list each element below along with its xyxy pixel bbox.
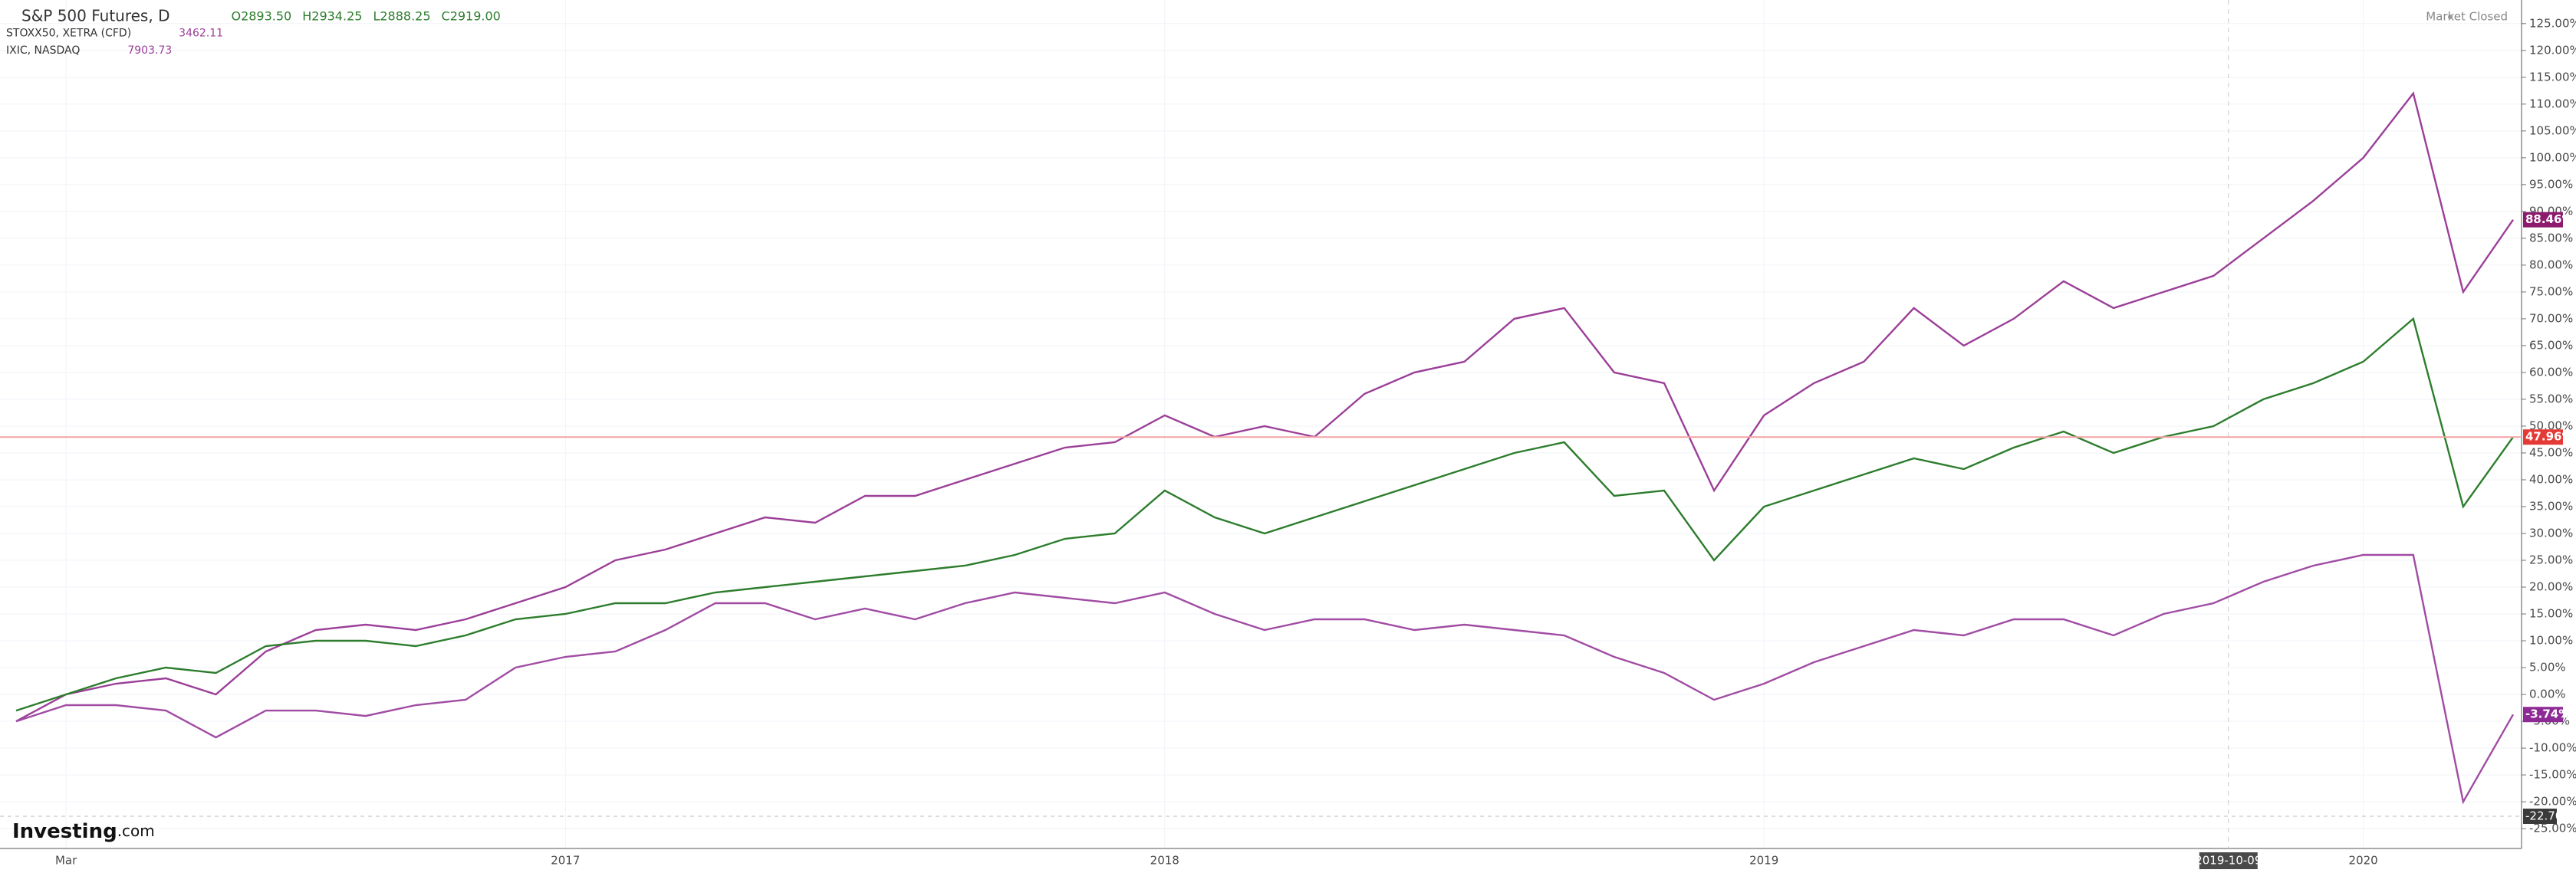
- y-tick-label: 115.00%: [2529, 70, 2576, 84]
- last-value-label: 47.96%: [2525, 430, 2573, 444]
- y-tick-label: -20.00%: [2529, 795, 2576, 809]
- y-tick-label: 60.00%: [2529, 365, 2573, 379]
- x-tick-label: 2018: [1150, 854, 1179, 868]
- x-tick-label: 2019: [1749, 854, 1778, 868]
- y-tick-label: 120.00%: [2529, 43, 2576, 57]
- series-line: [15, 553, 2515, 805]
- y-tick-label: 85.00%: [2529, 231, 2573, 245]
- y-tick-label: 10.00%: [2529, 634, 2573, 648]
- last-value-badge: [2523, 429, 2563, 445]
- y-tick-label: 0.00%: [2529, 688, 2566, 701]
- last-value-label: -3.74%: [2525, 707, 2570, 721]
- legend-value: 7903.73: [127, 44, 172, 57]
- x-tick-label: 2020: [2349, 854, 2378, 868]
- y-tick-label: 75.00%: [2529, 284, 2573, 298]
- y-tick-label: 95.00%: [2529, 177, 2573, 191]
- legend-value: C2919.00: [442, 9, 501, 24]
- y-tick-label: 25.00%: [2529, 553, 2573, 566]
- legend-value: H2934.25: [302, 9, 362, 24]
- y-tick-label: -10.00%: [2529, 741, 2576, 755]
- crosshair-badge: [2199, 852, 2258, 869]
- y-tick-label: -15.00%: [2529, 768, 2576, 782]
- y-tick-label: 40.00%: [2529, 472, 2573, 486]
- status-dot: [2448, 15, 2453, 19]
- legend-value: L2888.25: [373, 9, 430, 24]
- reference-label: -22.70: [2525, 809, 2562, 822]
- legend-value: O2893.50: [231, 9, 291, 24]
- last-value-label: 88.46%: [2525, 212, 2573, 226]
- x-tick-label: 2017: [551, 854, 580, 868]
- y-tick-label: 100.00%: [2529, 150, 2576, 164]
- legend-name: IXIC, NASDAQ: [6, 44, 80, 57]
- last-value-badge: [2523, 707, 2563, 723]
- legend-name: S&P 500 Futures, D: [21, 7, 169, 25]
- y-tick-label: 105.00%: [2529, 123, 2576, 137]
- y-tick-label: 50.00%: [2529, 418, 2573, 432]
- series-line: [15, 91, 2514, 723]
- legend-value: 3462.11: [179, 28, 223, 40]
- logo-suffix: .com: [117, 822, 155, 840]
- series-line: [15, 317, 2514, 712]
- legend: S&P 500 Futures, D O2893.50 H2934.25 L2888.…: [6, 7, 501, 57]
- y-tick-label: 15.00%: [2529, 607, 2573, 621]
- last-value-badge: [2523, 212, 2563, 228]
- y-tick-label: 80.00%: [2529, 258, 2573, 271]
- y-tick-label: 70.00%: [2529, 311, 2573, 325]
- y-tick-label: 30.00%: [2529, 526, 2573, 540]
- y-tick-label: 110.00%: [2529, 97, 2576, 110]
- y-tick-label: 125.00%: [2529, 16, 2576, 30]
- y-tick-label: 5.00%: [2529, 661, 2566, 674]
- reference-badge: [2523, 808, 2557, 824]
- market-status: Market Closed: [2426, 10, 2508, 24]
- y-tick-label: -25.00%: [2529, 822, 2576, 835]
- y-tick-label: 55.00%: [2529, 392, 2573, 405]
- logo: Investing.com: [12, 820, 155, 843]
- y-tick-label: 65.00%: [2529, 338, 2573, 352]
- y-tick-label: 20.00%: [2529, 580, 2573, 594]
- logo-brand: Investing: [12, 820, 117, 843]
- x-tick-label: Mar: [55, 854, 77, 868]
- y-tick-label: 45.00%: [2529, 445, 2573, 459]
- legend-name: STOXX50, XETRA (CFD): [6, 28, 131, 40]
- y-tick-label: 35.00%: [2529, 499, 2573, 513]
- crosshair-label: 2019-10-09: [2195, 854, 2262, 868]
